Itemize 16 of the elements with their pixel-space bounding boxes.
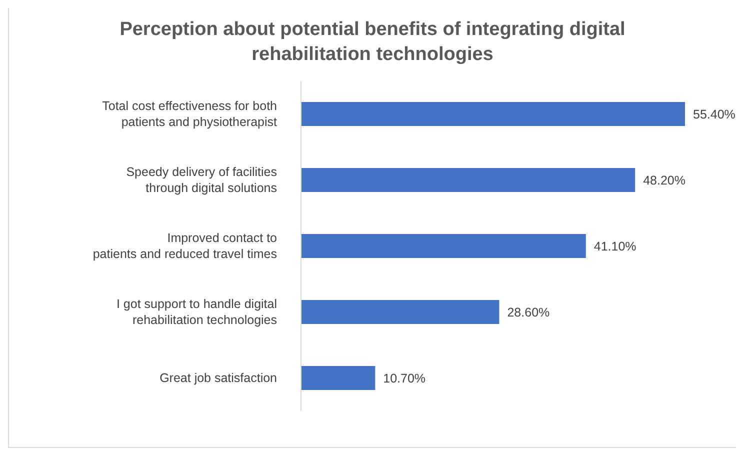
bar — [301, 168, 636, 192]
data-label: 55.40% — [693, 107, 736, 122]
y-tick-label: Speedy delivery of facilities through digital solutions — [126, 165, 277, 195]
bar — [301, 366, 376, 390]
y-tick-label: Great job satisfaction — [160, 371, 278, 385]
bar — [301, 234, 586, 258]
y-tick-label: I got support to handle digital rehabilitation technologies — [116, 297, 277, 327]
chart-title: Perception about potential benefits of integrating digital rehabilitation technologies — [118, 18, 626, 67]
data-label: 48.20% — [643, 173, 686, 188]
data-label: 41.10% — [594, 239, 636, 254]
data-label: 28.60% — [507, 305, 550, 320]
data-label: 10.70% — [383, 371, 426, 386]
bar — [301, 102, 685, 126]
y-tick-label: Improved contact to patients and reduced travel times — [92, 231, 278, 261]
bar — [301, 300, 500, 324]
y-tick-label: Total cost effectiveness for both patients and physiotherapist — [102, 99, 278, 129]
